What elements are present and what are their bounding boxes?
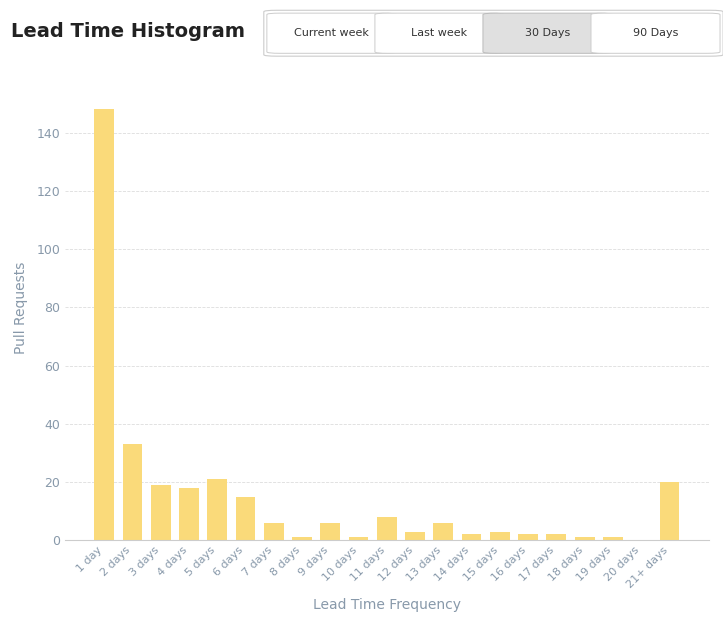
Bar [320,523,341,540]
Text: 90 Days: 90 Days [633,28,678,39]
Bar [659,482,680,540]
Y-axis label: Pull Requests: Pull Requests [14,261,28,353]
Bar [575,537,594,540]
Bar [123,444,142,540]
X-axis label: Lead Time Frequency: Lead Time Frequency [313,598,461,612]
Text: Last week: Last week [411,28,468,39]
Bar [547,535,566,540]
FancyBboxPatch shape [264,11,723,56]
FancyBboxPatch shape [483,13,612,53]
Bar [208,479,227,540]
Bar [462,535,482,540]
Bar [264,523,283,540]
Bar [94,109,114,540]
Bar [236,497,255,540]
FancyBboxPatch shape [375,13,504,53]
Bar [405,532,425,540]
Bar [518,535,538,540]
Text: 30 Days: 30 Days [525,28,570,39]
Bar [179,488,199,540]
Bar [292,537,312,540]
Text: Current week: Current week [294,28,369,39]
FancyBboxPatch shape [267,13,396,53]
Bar [348,537,369,540]
Bar [377,517,397,540]
Bar [603,537,623,540]
Text: Lead Time Histogram: Lead Time Histogram [11,22,245,41]
FancyBboxPatch shape [591,13,720,53]
Bar [433,523,453,540]
Bar [490,532,510,540]
Bar [151,485,171,540]
